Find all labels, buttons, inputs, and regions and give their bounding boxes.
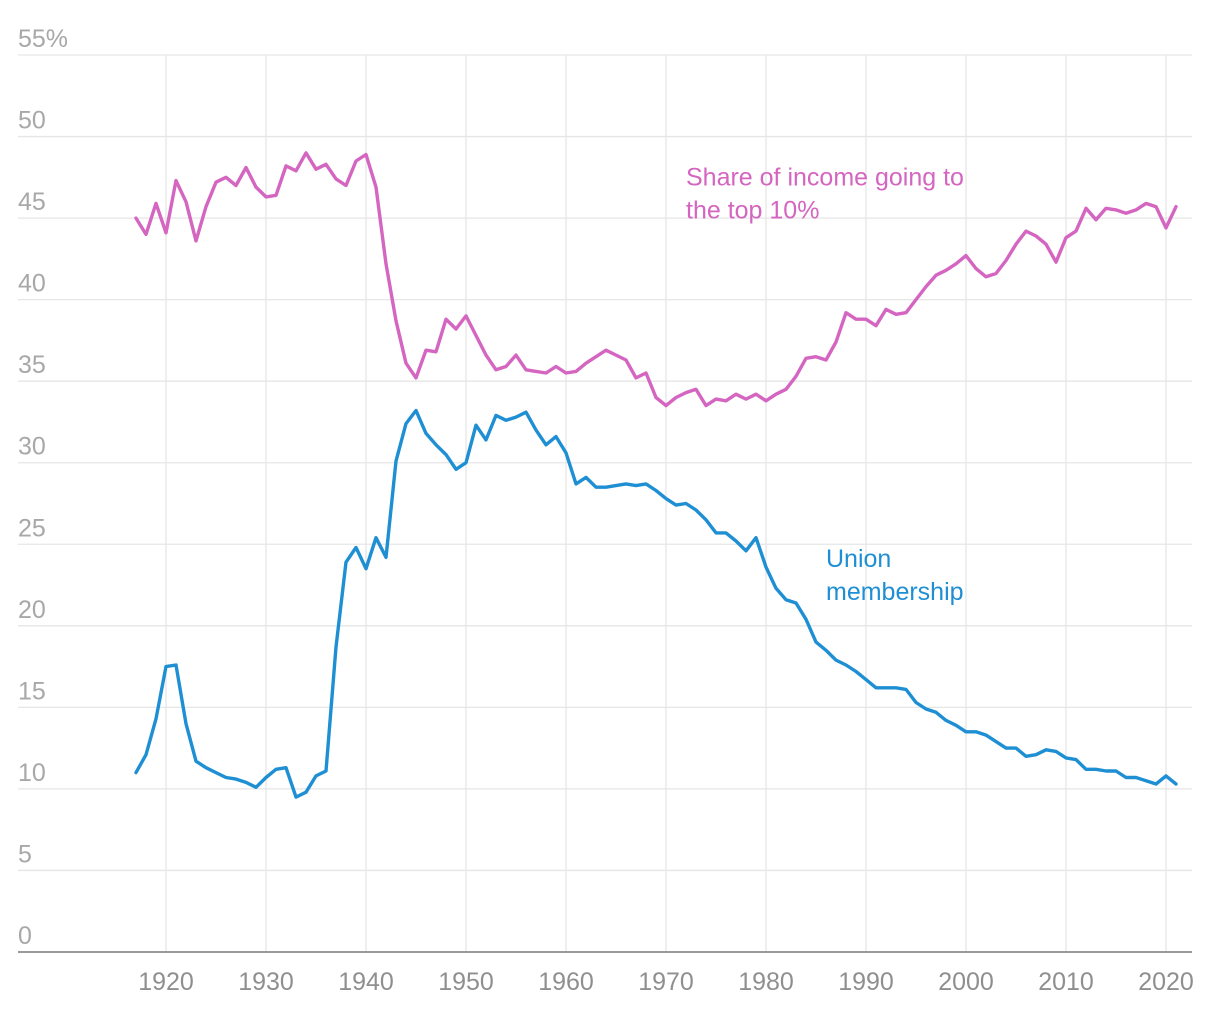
x-tick-label: 2000 xyxy=(938,968,994,996)
x-tick-label: 2020 xyxy=(1138,968,1194,996)
tick-label-layer: 0 5 10 15 20 25 30 35 40 45 50 55% 1920 1930 1940 1950 1… xyxy=(18,25,1194,996)
top-10-income-share-line xyxy=(134,151,1178,408)
x-tick-label: 1920 xyxy=(138,968,194,996)
y-tick-label: 40 xyxy=(18,270,46,298)
y-tick-label: 45 xyxy=(18,188,46,216)
x-tick-label: 1970 xyxy=(638,968,694,996)
union-membership-line xyxy=(134,408,1178,799)
grid-layer xyxy=(18,54,1192,952)
y-tick-label: 10 xyxy=(18,759,46,787)
x-tick-label: 1930 xyxy=(238,968,294,996)
x-tick-label: 2010 xyxy=(1038,968,1094,996)
y-tick-label: 25 xyxy=(18,514,46,542)
y-tick-label: 15 xyxy=(18,677,46,705)
y-tick-label: 55% xyxy=(18,25,68,53)
top-10-income-share-label: the top 10% xyxy=(686,196,819,224)
series-layer xyxy=(134,151,1178,799)
y-tick-label: 50 xyxy=(18,107,46,135)
y-tick-label: 30 xyxy=(18,433,46,461)
x-tick-label: 1950 xyxy=(438,968,494,996)
union-membership-label: Union xyxy=(826,545,891,573)
y-tick-label: 5 xyxy=(18,840,32,868)
y-tick-label: 0 xyxy=(18,922,32,950)
union-membership-label: membership xyxy=(826,578,964,606)
x-tick-label: 1940 xyxy=(338,968,394,996)
x-tick-label: 1980 xyxy=(738,968,794,996)
top-10-income-share-label: Share of income going to xyxy=(686,163,964,191)
series-label-layer: Share of income going to the top 10% Union… xyxy=(686,163,964,606)
x-tick-label: 1990 xyxy=(838,968,894,996)
x-tick-label: 1960 xyxy=(538,968,594,996)
y-tick-label: 35 xyxy=(18,351,46,379)
y-tick-label: 20 xyxy=(18,596,46,624)
